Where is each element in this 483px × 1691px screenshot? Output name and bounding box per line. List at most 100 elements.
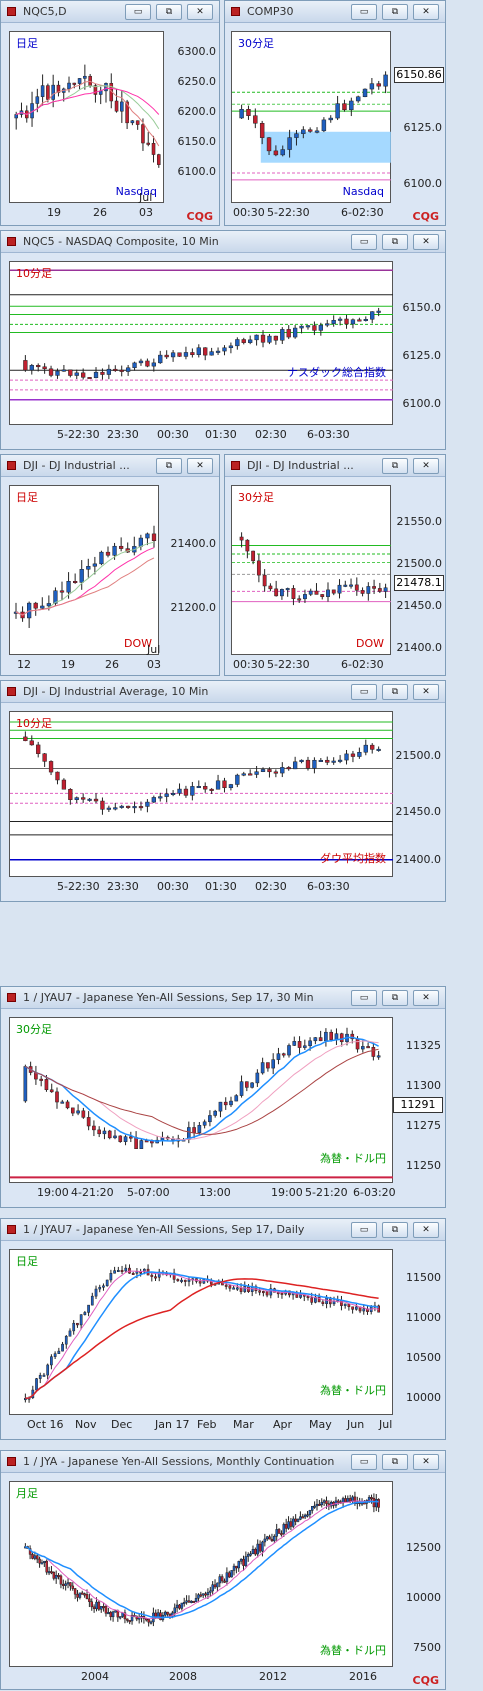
chart-window-dji-30min[interactable]: DJI - DJ Industrial ... ⧉ ✕ 30分足 DOW 215…	[224, 454, 446, 676]
candle	[267, 769, 272, 773]
candle	[299, 1516, 302, 1520]
candle	[95, 1601, 98, 1610]
minimize-button[interactable]: ▭	[125, 4, 151, 20]
chart-plot-area[interactable]: 10分足 ナスダック総合指数	[9, 261, 394, 425]
title-bar[interactable]: DJI - DJ Industrial ... ⧉ ✕	[1, 455, 219, 477]
restore-button[interactable]: ⧉	[382, 458, 408, 474]
title-bar[interactable]: 1 / JYA - Japanese Yen-All Sessions, Mon…	[1, 1451, 445, 1473]
restore-button[interactable]: ⧉	[382, 4, 408, 20]
restore-button[interactable]: ⧉	[382, 1222, 408, 1238]
candle	[337, 584, 342, 594]
chart-plot-area[interactable]: 日足 為替・ドル円	[9, 1249, 393, 1415]
candle	[376, 83, 381, 87]
price-axis[interactable]: 21500.0 21450.0 21400.0	[393, 711, 445, 877]
restore-button[interactable]: ⧉	[382, 684, 408, 700]
candle	[197, 1125, 202, 1133]
chart-window-jpy-daily[interactable]: 1 / JYAU7 - Japanese Yen-All Sessions, S…	[0, 1218, 446, 1440]
price-axis[interactable]: 6150.86 6125.0 6100.0	[391, 31, 445, 203]
candle	[119, 545, 124, 549]
title-bar[interactable]: DJI - DJ Industrial Average, 10 Min ▭ ⧉ …	[1, 681, 445, 703]
chart-window-comp30[interactable]: COMP30 ▭ ⧉ ✕ 30分足 Nasdaq 6150.86 6125.0 …	[224, 0, 446, 226]
time-axis[interactable]: 2004 2008 2012 2016	[9, 1667, 393, 1689]
chart-window-nqc5-daily[interactable]: NQC5,D ▭ ⧉ ✕ 日足 Nasdaq 6300.0 6250.0 620…	[0, 0, 220, 226]
close-button[interactable]: ✕	[413, 684, 439, 700]
restore-button[interactable]: ⧉	[382, 234, 408, 250]
restore-button[interactable]: ⧉	[156, 4, 182, 20]
time-axis[interactable]: Oct 16 Nov Dec Jan 17 Feb Mar Apr May Ju…	[9, 1415, 393, 1437]
price-axis[interactable]: 11500 11000 10500 10000	[393, 1249, 445, 1415]
price-tick: 6200.0	[177, 105, 217, 118]
candle	[318, 1037, 323, 1042]
title-bar[interactable]: 1 / JYAU7 - Japanese Yen-All Sessions, S…	[1, 1219, 445, 1241]
minimize-button[interactable]: ▭	[351, 4, 377, 20]
chart-plot-area[interactable]: 10分足 ダウ平均指数	[9, 711, 394, 877]
time-axis[interactable]: 5-22:30 23:30 00:30 01:30 02:30 6-03:30	[9, 425, 393, 447]
candle	[48, 761, 54, 773]
restore-button[interactable]: ⧉	[382, 990, 408, 1006]
candle	[198, 1281, 202, 1284]
chart-window-dji-10min[interactable]: DJI - DJ Industrial Average, 10 Min ▭ ⧉ …	[0, 680, 446, 902]
chart-plot-area[interactable]: 30分足 Nasdaq	[231, 31, 392, 203]
time-axis[interactable]: 12 19 26 03 Jul	[9, 643, 161, 675]
chart-plot-area[interactable]: 月足 為替・ドル円	[9, 1481, 393, 1667]
price-axis[interactable]: 21550.0 21500.0 21478.1 21450.0 21400.0	[391, 485, 445, 655]
close-button[interactable]: ✕	[413, 458, 439, 474]
candle	[308, 1510, 312, 1515]
timeframe-label: 日足	[16, 37, 38, 50]
time-axis[interactable]: 00:30 5-22:30 6-02:30	[231, 203, 391, 225]
candle	[351, 1306, 354, 1310]
restore-button[interactable]: ⧉	[156, 458, 182, 474]
candle	[306, 1296, 310, 1299]
price-axis[interactable]: 21400.0 21200.0	[159, 485, 219, 655]
close-button[interactable]: ✕	[413, 990, 439, 1006]
time-axis[interactable]: 5-22:30 23:30 00:30 01:30 02:30 6-03:30	[9, 877, 393, 899]
title-bar[interactable]: 1 / JYAU7 - Japanese Yen-All Sessions, S…	[1, 987, 445, 1009]
price-tick: 7500	[413, 1641, 441, 1654]
candle	[151, 797, 156, 803]
price-axis[interactable]: 11325 11300 11291 11275 11250	[393, 1017, 445, 1183]
time-axis[interactable]: 00:30 5-22:30 6-02:30	[231, 655, 391, 675]
close-button[interactable]: ✕	[187, 458, 213, 474]
close-button[interactable]: ✕	[413, 234, 439, 250]
candle	[60, 1101, 65, 1104]
chart-window-jpy-monthly[interactable]: 1 / JYA - Japanese Yen-All Sessions, Mon…	[0, 1450, 446, 1690]
restore-button[interactable]: ⧉	[382, 1454, 408, 1470]
price-axis[interactable]: 6150.0 6125.0 6100.0	[393, 261, 445, 425]
close-button[interactable]: ✕	[413, 1454, 439, 1470]
close-button[interactable]: ✕	[413, 4, 439, 20]
chart-plot-area[interactable]: 日足 Nasdaq	[9, 31, 164, 203]
candle	[46, 603, 51, 607]
candle	[36, 744, 41, 754]
candle	[331, 319, 336, 324]
chart-plot-area[interactable]: 日足 DOW	[9, 485, 159, 655]
chart-window-dji-daily[interactable]: DJI - DJ Industrial ... ⧉ ✕ 日足 DOW 21400…	[0, 454, 220, 676]
price-axis[interactable]: 12500 10000 7500	[393, 1481, 445, 1667]
candle	[281, 1053, 286, 1056]
chart-plot-area[interactable]: 30分足 為替・ドル円	[9, 1017, 394, 1183]
candle	[215, 780, 221, 790]
chart-plot-area[interactable]: 30分足 DOW	[231, 485, 392, 655]
candle	[366, 1046, 370, 1049]
minimize-button[interactable]: ▭	[351, 234, 377, 250]
minimize-button[interactable]: ▭	[351, 1454, 377, 1470]
chart-window-nasdaq-10min[interactable]: NQC5 - NASDAQ Composite, 10 Min ▭ ⧉ ✕ 10…	[0, 230, 446, 450]
title-bar[interactable]: NQC5 - NASDAQ Composite, 10 Min ▭ ⧉ ✕	[1, 231, 445, 253]
minimize-button[interactable]: ▭	[351, 1222, 377, 1238]
candle	[344, 1498, 347, 1503]
time-tick: 02:30	[255, 880, 287, 893]
minimize-button[interactable]: ▭	[351, 990, 377, 1006]
time-axis[interactable]: 19:00 4-21:20 5-07:00 13:00 19:00 5-21:2…	[9, 1183, 396, 1205]
close-button[interactable]: ✕	[187, 4, 213, 20]
title-bar[interactable]: DJI - DJ Industrial ... ⧉ ✕	[225, 455, 445, 477]
candle	[180, 1602, 184, 1609]
minimize-button[interactable]: ▭	[351, 684, 377, 700]
title-bar[interactable]: NQC5,D ▭ ⧉ ✕	[1, 1, 219, 23]
candle	[222, 780, 227, 789]
candle	[223, 1580, 226, 1583]
price-axis[interactable]: 6300.0 6250.0 6200.0 6150.0 6100.0	[164, 31, 219, 203]
time-axis[interactable]: 19 26 03 Jul	[9, 191, 164, 225]
chart-window-jpy-30min[interactable]: 1 / JYAU7 - Japanese Yen-All Sessions, S…	[0, 986, 446, 1208]
close-button[interactable]: ✕	[413, 1222, 439, 1238]
title-bar[interactable]: COMP30 ▭ ⧉ ✕	[225, 1, 445, 23]
candle	[124, 1267, 128, 1272]
